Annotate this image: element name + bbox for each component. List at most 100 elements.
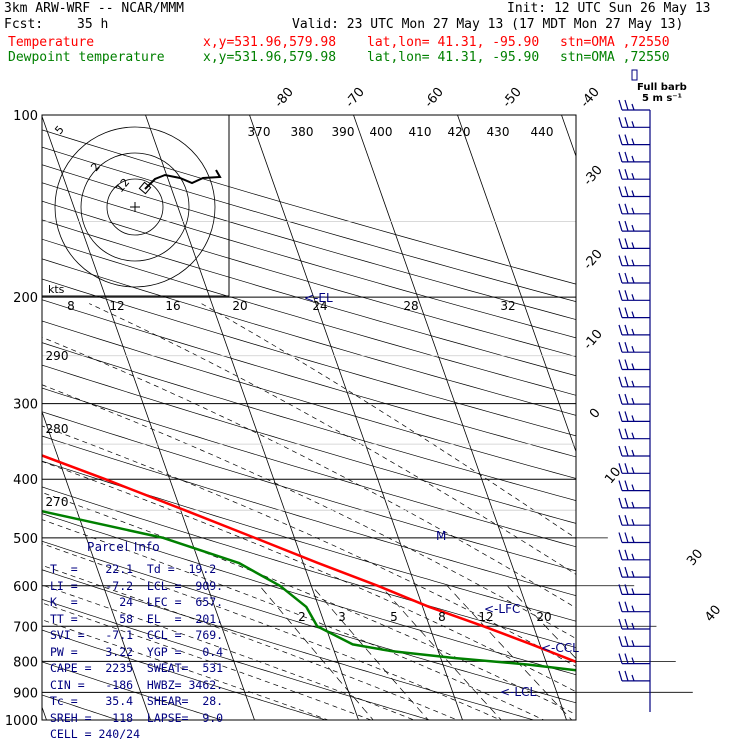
wind-barb (619, 135, 622, 145)
hodograph-axis-label: 16 (165, 299, 180, 313)
mixing-ratio-label: 5 (390, 610, 398, 624)
wind-barb (619, 221, 622, 231)
pressure-tick-label: 900 (13, 686, 38, 701)
wind-barb (625, 377, 628, 387)
pressure-tick-label: 200 (13, 291, 38, 306)
wind-barb (632, 208, 634, 214)
parcel-info-row: CELL = 240/24 (50, 728, 140, 740)
el-marker: <-EL (304, 291, 333, 305)
wind-barb (632, 277, 634, 283)
mixing-ratio-label: 8 (438, 610, 446, 624)
theta-tick-label: 380 (291, 125, 314, 139)
hodograph-axis-label: 32 (500, 299, 515, 313)
mixing-ratio-line (260, 586, 385, 733)
wind-barb (632, 139, 634, 145)
isotherm-tick-label: -40 (578, 85, 603, 111)
theta-tick-label: 280 (46, 422, 69, 436)
parcel-info-row: Tc = 35.4 SHEAR= 28. (50, 695, 223, 707)
parcel-info-row: PW = 3.22 YGP = 0.4 (50, 646, 223, 658)
wind-barb (625, 238, 628, 248)
wind-barb (632, 242, 634, 248)
pressure-tick-label: 300 (13, 398, 38, 413)
full-barb-label: Full barb (637, 83, 687, 93)
wind-barb (619, 290, 622, 300)
hodograph-axis-label: 20 (232, 299, 247, 313)
melting-level-marker: M (436, 529, 446, 543)
wind-barb (625, 100, 628, 110)
moist-adiabat-line (202, 304, 740, 733)
wind-barb (632, 467, 634, 473)
wind-barb (632, 485, 634, 491)
wind-barb (632, 329, 634, 335)
wind-barb (632, 571, 634, 577)
wind-barb (619, 671, 622, 681)
theta-tick-label: 270 (46, 495, 69, 509)
wind-barb (632, 156, 634, 162)
wind-barb (625, 152, 628, 162)
hodograph-unit-label: kts (48, 283, 65, 296)
hodograph-ring-label: 5 (52, 123, 66, 137)
wind-barb (619, 100, 622, 110)
wind-barb (625, 463, 628, 473)
wind-barb (625, 619, 628, 629)
lfc-marker: <-LFC (484, 602, 520, 616)
isotherm-tick-label: -60 (422, 85, 447, 111)
pressure-tick-label: 500 (13, 532, 38, 547)
hodograph-axis-label: 12 (109, 299, 124, 313)
hodograph-ring-label: 2 (88, 160, 102, 174)
wind-barb (632, 191, 634, 197)
isotherm-tick-label: 10 (602, 465, 624, 487)
isotherm-tick-label: 30 (684, 547, 706, 569)
wind-barb (625, 325, 628, 335)
wind-barb (619, 636, 622, 646)
isotherm-line (552, 87, 740, 733)
wind-barb (619, 394, 622, 404)
wind-barb (632, 658, 634, 664)
pressure-tick-label: 100 (13, 109, 38, 124)
wind-barb (625, 481, 628, 491)
wind-barb (619, 256, 622, 266)
wind-barb (625, 567, 628, 577)
parcel-info-row: K = 24 LFC = 657. (50, 596, 223, 608)
wind-barb (625, 515, 628, 525)
hodograph-axis-label: 28 (403, 299, 418, 313)
wind-barb (619, 429, 622, 439)
wind-barb (619, 273, 622, 283)
wind-barb (632, 554, 634, 560)
isotherm-tick-label: -30 (581, 163, 606, 189)
wind-barb (619, 446, 622, 456)
theta-tick-label: 440 (531, 125, 554, 139)
isotherm-tick-label: -10 (581, 327, 606, 353)
mixing-ratio-line (312, 586, 440, 733)
wind-barbs (619, 70, 650, 712)
wind-barb (625, 360, 628, 370)
isotherm-tick-label: 40 (702, 603, 724, 625)
wind-barb (632, 588, 634, 594)
wind-barb (619, 325, 622, 335)
pressure-tick-label: 700 (13, 620, 38, 635)
wind-barb (619, 481, 622, 491)
wind-barb (619, 152, 622, 162)
wind-barb (632, 450, 634, 456)
wind-barb (625, 654, 628, 664)
wind-barb (632, 675, 634, 681)
wind-barb (625, 602, 628, 612)
wind-barb (619, 498, 622, 508)
wind-barb (625, 533, 628, 543)
wind-barb (625, 117, 628, 127)
wind-barb (632, 398, 634, 404)
full-barb-legend-icon (632, 70, 637, 80)
wind-barb (619, 204, 622, 214)
mixing-ratio-label: 3 (338, 610, 346, 624)
wind-barb (625, 446, 628, 456)
theta-tick-label: 410 (409, 125, 432, 139)
wind-barb (625, 256, 628, 266)
wind-barb (632, 537, 634, 543)
theta-tick-label: 290 (46, 349, 69, 363)
isotherm-tick-label: -20 (581, 247, 606, 273)
wind-barb (632, 121, 634, 127)
wind-barb (632, 104, 634, 110)
wind-barb (619, 308, 622, 318)
wind-barb (625, 135, 628, 145)
wind-barb (625, 290, 628, 300)
